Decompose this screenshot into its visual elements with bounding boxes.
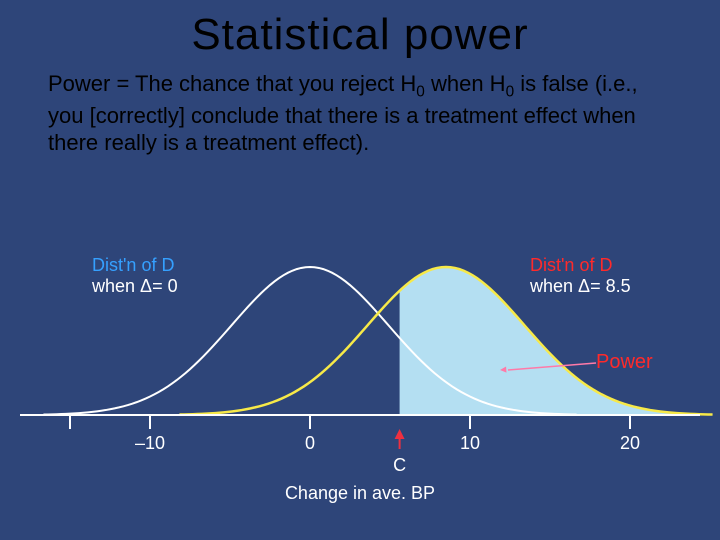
title-text: Statistical power <box>191 10 528 59</box>
axis-tick-label: 0 <box>285 433 335 454</box>
body-sub2: 0 <box>506 83 515 100</box>
body-pre: Power = The chance that you reject H <box>48 71 416 96</box>
axis-tick-label: 10 <box>445 433 495 454</box>
chart-area: Dist'n of D when Δ= 0 Dist'n of D when Δ… <box>0 255 720 515</box>
axis-tick-label: –10 <box>125 433 175 454</box>
c-marker-text: C <box>393 455 406 475</box>
slide-title: Statistical power <box>0 0 720 60</box>
x-axis-title-text: Change in ave. BP <box>285 483 435 503</box>
x-axis-title: Change in ave. BP <box>0 483 720 504</box>
slide-body: Power = The chance that you reject H0 wh… <box>0 60 720 157</box>
slide-root: Statistical power Power = The chance tha… <box>0 0 720 540</box>
axis-tick-label: 20 <box>605 433 655 454</box>
body-mid: when H <box>425 71 506 96</box>
c-marker-arrow <box>395 429 405 449</box>
c-marker-label: C <box>390 455 410 476</box>
body-sub1: 0 <box>416 83 425 100</box>
power-region <box>400 267 713 415</box>
